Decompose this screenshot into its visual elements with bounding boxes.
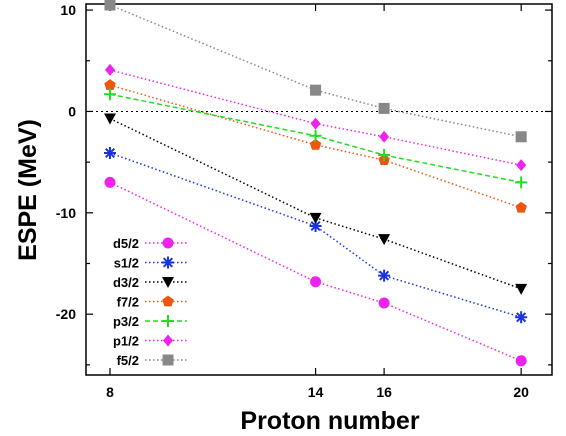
legend-marker [163, 334, 173, 347]
y-tick-label: 10 [60, 2, 76, 18]
legend: d5/2 s1/2 d3/2 f7/2 p3/2 p1/2 f5/2 [113, 236, 187, 368]
x-tick-label: 20 [513, 384, 529, 400]
data-point [310, 84, 322, 96]
legend-entry: d5/2 [113, 236, 187, 251]
legend-marker [162, 237, 174, 249]
series-layer [103, 0, 528, 367]
data-point [378, 234, 391, 246]
legend-entry: p1/2 [113, 334, 187, 349]
series-f7-2 [104, 79, 527, 213]
x-tick-label: 8 [106, 384, 114, 400]
data-point [309, 138, 322, 150]
legend-label: f5/2 [117, 353, 139, 368]
legend-label: p3/2 [113, 314, 139, 329]
series-line [109, 152, 522, 318]
data-point [378, 102, 390, 114]
series-line [109, 69, 522, 166]
legend-entry: d3/2 [113, 275, 187, 290]
legend-marker [162, 354, 174, 366]
legend-marker [162, 315, 174, 327]
data-point [103, 147, 116, 160]
legend-label: d3/2 [113, 275, 139, 290]
legend-entry: p3/2 [113, 314, 187, 329]
series-p3-2 [103, 88, 528, 189]
legend-label: p1/2 [113, 334, 139, 349]
data-point [515, 201, 527, 213]
data-point [378, 149, 391, 162]
legend-entry: s1/2 [114, 256, 187, 271]
x-axis-title: Proton number [240, 407, 419, 435]
data-point [515, 283, 528, 295]
data-point [378, 297, 390, 309]
data-point [103, 88, 116, 101]
data-point [104, 79, 116, 90]
data-point [104, 63, 115, 76]
legend-label: f7/2 [117, 295, 139, 310]
data-point [104, 0, 116, 11]
series-s1-2 [103, 147, 528, 324]
data-point [515, 355, 527, 367]
series-line [109, 117, 522, 290]
series-line [109, 181, 522, 362]
series-d3-2 [103, 113, 528, 295]
y-tick-label: -20 [56, 306, 76, 322]
y-axis-title: ESPE (MeV) [14, 119, 42, 261]
legend-label: d5/2 [113, 236, 139, 251]
series-d5-2 [104, 176, 527, 367]
data-point [104, 176, 116, 188]
data-point [310, 276, 322, 288]
y-axis-ticks: 10 0 -10 -20 [56, 2, 552, 366]
plot-frame [85, 3, 553, 376]
x-tick-label: 14 [308, 384, 324, 400]
series-p1-2 [104, 63, 527, 172]
y-tick-label: 0 [68, 103, 76, 119]
x-tick-label: 16 [376, 384, 392, 400]
data-point [310, 117, 321, 130]
data-point [309, 212, 322, 224]
data-point [516, 159, 527, 172]
series-line [109, 4, 522, 138]
data-point [379, 130, 390, 143]
legend-label: s1/2 [114, 256, 139, 271]
series-line [109, 93, 522, 184]
data-point [515, 131, 527, 143]
data-point [103, 113, 116, 125]
y-tick-label: -10 [56, 205, 76, 221]
data-point [515, 176, 528, 189]
legend-marker [162, 277, 174, 288]
data-point [309, 129, 322, 142]
series-line [109, 84, 522, 209]
data-point [515, 311, 528, 324]
series-f5-2 [104, 0, 527, 143]
legend-marker [162, 256, 174, 269]
data-point [309, 219, 322, 232]
legend-marker [162, 295, 174, 307]
x-axis-ticks: 8 14 16 20 [106, 4, 529, 400]
legend-entry: f5/2 [117, 353, 187, 368]
data-point [378, 269, 391, 282]
legend-entry: f7/2 [117, 295, 187, 310]
